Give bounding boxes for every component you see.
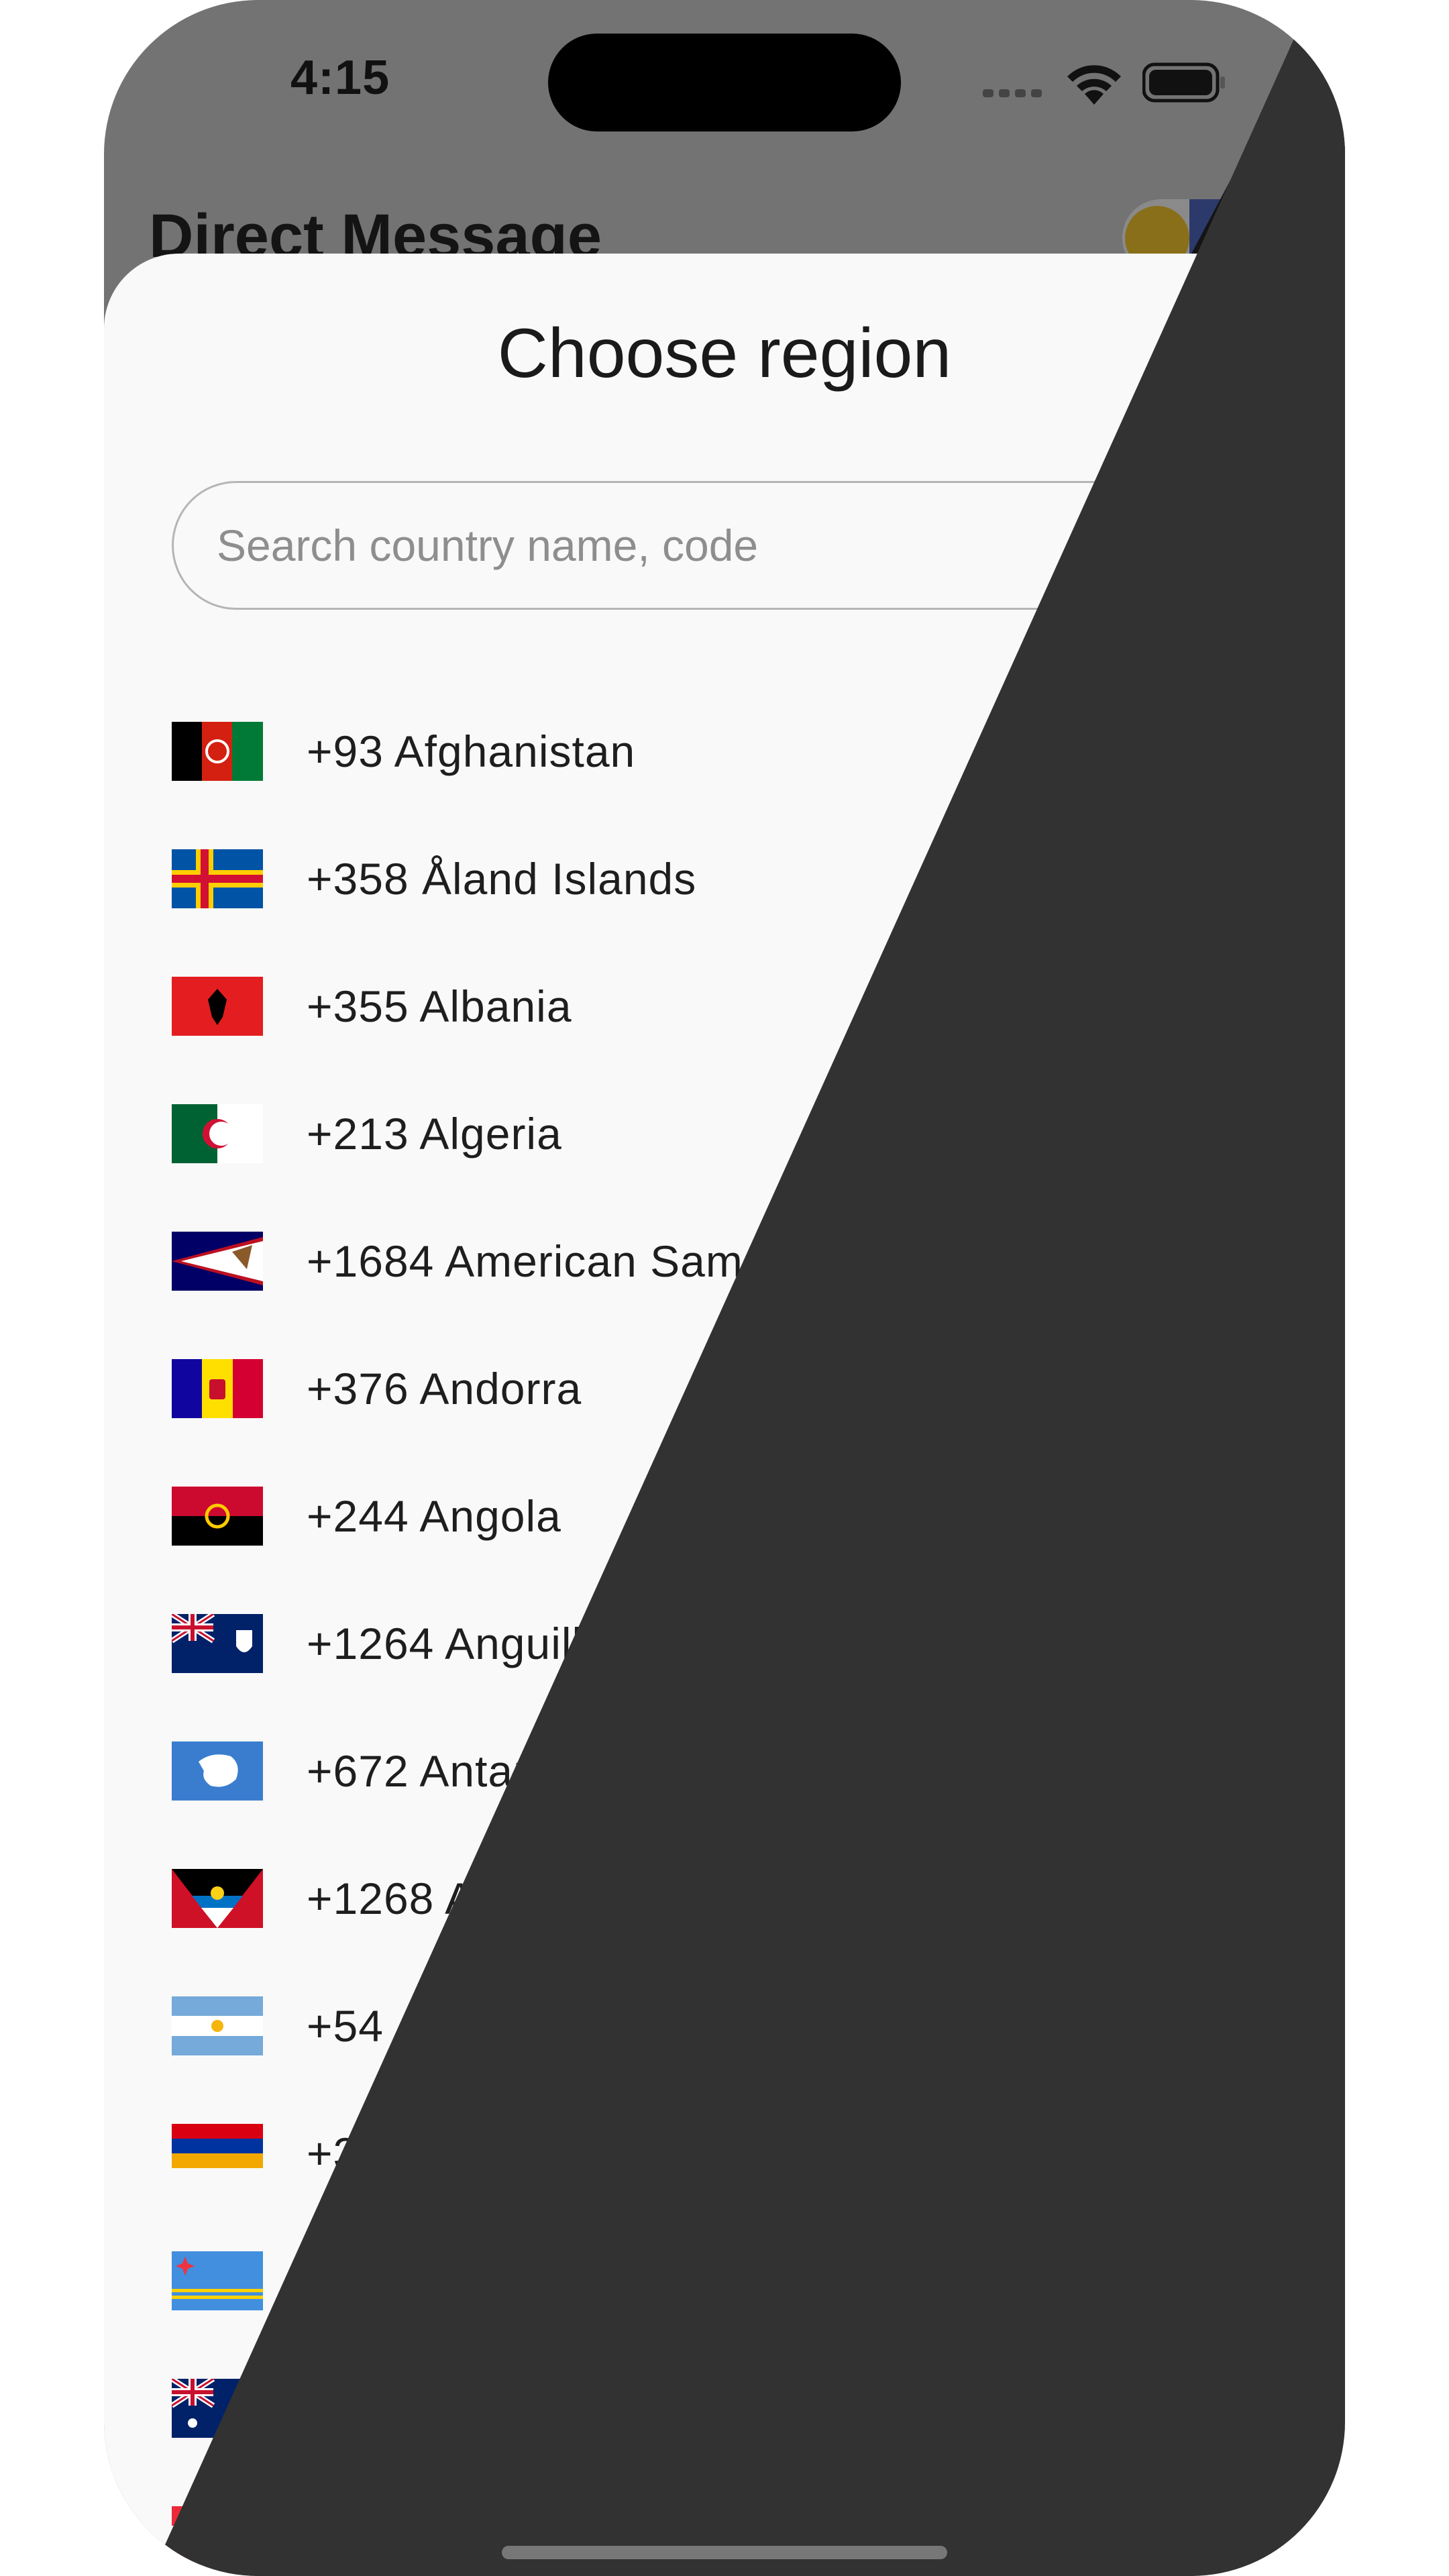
country-label: +376 Andorra [307,1364,582,1413]
list-item[interactable]: +93 Afghanistan [104,688,1345,816]
country-label: +1268 Antigua and Barbuda [307,1874,874,1923]
list-item[interactable]: +54 Argentina [104,1963,1345,2090]
list-item[interactable]: +297 Aruba [104,2218,1345,2345]
flag-aland-islands-icon [172,849,263,908]
flag-algeria-icon [172,1104,263,1163]
country-label: +297 Aruba [307,2256,541,2306]
wifi-icon [1067,65,1121,105]
country-label: +1684 American Samoa [307,1236,794,1286]
flag-albania-icon [172,977,263,1036]
flag-antarctica-icon [172,1741,263,1801]
list-item[interactable]: +376 Andorra [104,1326,1345,1453]
country-label: +355 Albania [307,981,572,1031]
status-bar: 4:15 [104,0,1345,161]
flag-austria-icon [172,2506,263,2565]
flag-angola-icon [172,1487,263,1546]
list-item[interactable]: +1268 Antigua and Barbuda [104,1835,1345,1963]
list-item[interactable]: +244 Angola [104,1453,1345,1580]
flag-aruba-icon [172,2251,263,2310]
country-label: +358 Åland Islands [307,854,697,904]
country-label: +672 Antarctica [307,1746,623,1796]
flag-american-samoa-icon [172,1232,263,1291]
flag-australia-icon [172,2379,263,2438]
list-item[interactable]: +1684 American Samoa [104,1198,1345,1326]
list-item[interactable]: +43 Austria [104,2473,1345,2576]
region-picker-sheet: Choose region Cancel +93 Afghanistan +35… [104,254,1345,2576]
country-label: +244 Angola [307,1491,561,1541]
list-item[interactable]: +374 Armenia [104,2090,1345,2218]
list-item[interactable]: +1264 Anguilla [104,1580,1345,1708]
list-item[interactable]: +61 Australia [104,2345,1345,2473]
flag-armenia-icon [172,2124,263,2168]
country-label: +54 Argentina [307,2001,590,2051]
country-label: +374 Armenia [307,2129,590,2178]
list-item[interactable]: +358 Åland Islands [104,816,1345,943]
list-item[interactable]: +213 Algeria [104,1071,1345,1198]
phone-screen: 4:15 Direct Message Choose region Cancel [104,0,1345,2576]
flag-andorra-icon [172,1359,263,1418]
cellular-signal-icon [983,89,1050,97]
flag-argentina-icon [172,1996,263,2055]
list-item[interactable]: +355 Albania [104,943,1345,1071]
battery-icon [1142,62,1225,103]
dynamic-island [548,34,901,131]
country-label: +1264 Anguilla [307,1619,608,1668]
home-indicator[interactable] [502,2546,947,2559]
country-search-input[interactable] [172,481,1276,610]
list-item[interactable]: +672 Antarctica [104,1708,1345,1835]
flag-anguilla-icon [172,1614,263,1673]
flag-afghanistan-icon [172,722,263,781]
flag-antigua-and-barbuda-icon [172,1869,263,1928]
sheet-title: Choose region [497,315,952,392]
status-time: 4:15 [290,51,390,105]
country-label: +213 Algeria [307,1109,562,1159]
cancel-button[interactable]: Cancel [1172,333,1301,380]
country-label: +93 Afghanistan [307,727,636,776]
country-label: +61 Australia [307,2383,573,2433]
